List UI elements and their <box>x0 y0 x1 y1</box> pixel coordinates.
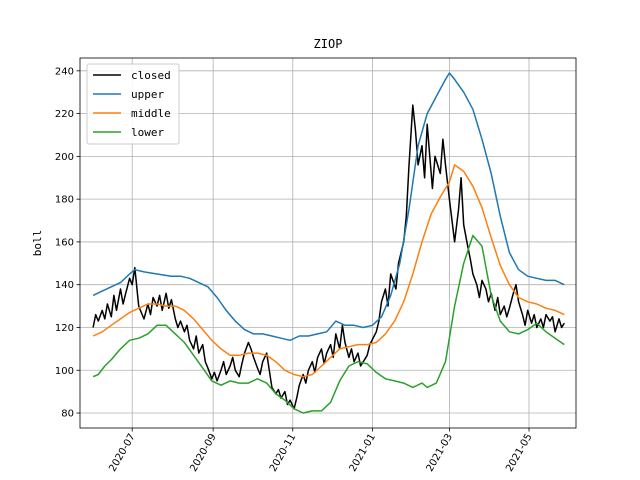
y-tick-label: 120 <box>55 323 74 334</box>
legend-label-lower: lower <box>131 126 164 139</box>
y-tick-label: 200 <box>55 152 74 163</box>
series-line-lower <box>92 234 565 414</box>
y-tick-label: 220 <box>55 109 74 120</box>
series-line-middle <box>92 164 565 378</box>
legend-label-upper: upper <box>131 88 164 101</box>
y-axis-label: boll <box>31 230 44 257</box>
legend: closed upper middle lower <box>86 63 180 145</box>
legend-label-middle: middle <box>131 107 171 120</box>
y-tick-label: 180 <box>55 195 74 206</box>
y-tick-label: 100 <box>55 366 74 377</box>
y-tick-label: 140 <box>55 280 74 291</box>
y-tick-label: 160 <box>55 237 74 248</box>
series-lines <box>92 72 565 414</box>
series-line-upper <box>92 72 565 342</box>
plot-frame <box>79 57 577 429</box>
legend-label-closed: closed <box>131 69 171 82</box>
y-tick-label: 80 <box>61 409 74 420</box>
legend-box <box>86 63 180 145</box>
y-tick-label: 240 <box>55 66 74 77</box>
chart-title: ZIOP <box>314 37 343 51</box>
